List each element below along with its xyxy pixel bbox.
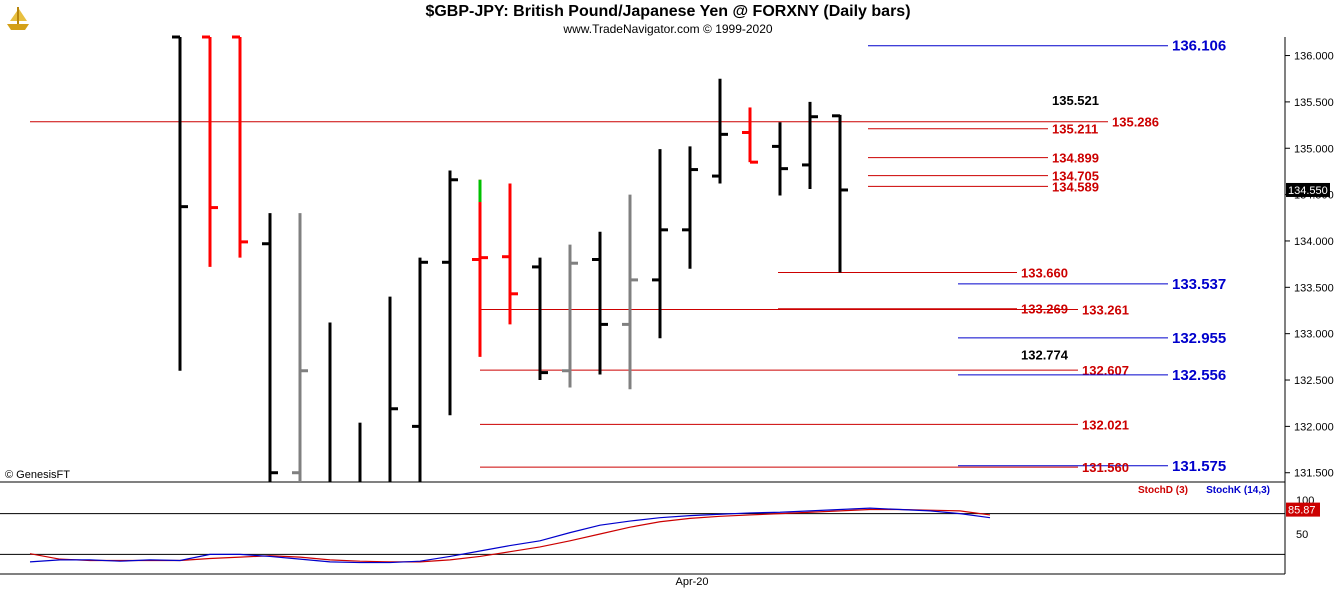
level-label: 136.106 <box>1172 38 1226 55</box>
level-label: 134.899 <box>1052 151 1099 166</box>
level-label: 132.021 <box>1082 417 1129 432</box>
y-tick-label: 131.500 <box>1294 468 1334 480</box>
y-tick-label: 135.500 <box>1294 97 1334 109</box>
chart-title: $GBP-JPY: British Pound/Japanese Yen @ F… <box>425 3 911 20</box>
level-label: 133.537 <box>1172 276 1226 293</box>
level-label: 135.521 <box>1052 93 1099 108</box>
y-tick-label: 133.500 <box>1294 282 1334 294</box>
y-tick-label: 133.000 <box>1294 329 1334 341</box>
level-label: 133.660 <box>1021 265 1068 280</box>
genesis-watermark: © GenesisFT <box>5 469 70 481</box>
stoch-d-label: StochD (3) <box>1138 485 1188 496</box>
y-tick-label: 132.000 <box>1294 421 1334 433</box>
chart-subtitle: www.TradeNavigator.com © 1999-2020 <box>563 22 773 36</box>
level-label: 135.211 <box>1052 122 1098 137</box>
level-label: 131.560 <box>1082 460 1129 475</box>
y-tick-label: 136.000 <box>1294 51 1334 63</box>
level-lines: 136.106 135.521 135.286 135.211 134.899 134.7… <box>30 38 1226 475</box>
stoch-k-label: StochK (14,3) <box>1206 485 1270 496</box>
current-price-label: 134.550 <box>1288 185 1328 197</box>
current-price-badge <box>1286 182 1330 197</box>
level-label: 131.575 <box>1172 458 1226 475</box>
stoch-k-line <box>29 507 991 564</box>
y-tick-label: 135.000 <box>1294 143 1334 155</box>
level-label: 132.556 <box>1172 367 1226 384</box>
gold-ship-icon <box>7 7 29 30</box>
level-label: 134.705 <box>1052 169 1099 184</box>
y-tick-label: 134.000 <box>1294 236 1334 248</box>
stoch-current-badge <box>1286 502 1320 517</box>
stoch-d-line <box>29 508 991 563</box>
level-label: 132.955 <box>1172 330 1226 347</box>
stoch-tick-50: 50 <box>1296 529 1308 541</box>
level-label: 134.589 <box>1052 179 1099 194</box>
level-label: 133.261 <box>1082 302 1129 317</box>
price-axis: 136.000135.500135.000134.500134.000133.5… <box>1285 51 1334 480</box>
chart-header: $GBP-JPY: British Pound/Japanese Yen @ F… <box>0 0 1336 37</box>
price-bars <box>172 35 848 482</box>
stoch-current-label: 85.87 <box>1288 505 1316 517</box>
level-label: 132.607 <box>1082 363 1129 378</box>
y-tick-label: 132.500 <box>1294 375 1334 387</box>
x-axis-label: Apr-20 <box>675 576 708 588</box>
level-label: 135.286 <box>1112 115 1159 130</box>
level-label: 132.774 <box>1021 348 1069 363</box>
